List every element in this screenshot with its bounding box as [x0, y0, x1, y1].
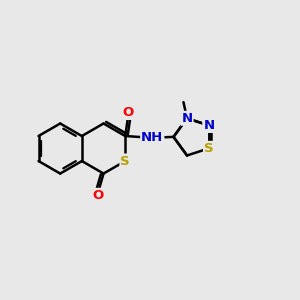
Text: O: O [93, 189, 104, 202]
Text: NH: NH [141, 131, 164, 144]
Text: S: S [120, 154, 130, 167]
Text: N: N [203, 119, 214, 132]
Text: O: O [122, 106, 134, 119]
Text: N: N [182, 112, 193, 125]
Text: S: S [204, 142, 214, 155]
